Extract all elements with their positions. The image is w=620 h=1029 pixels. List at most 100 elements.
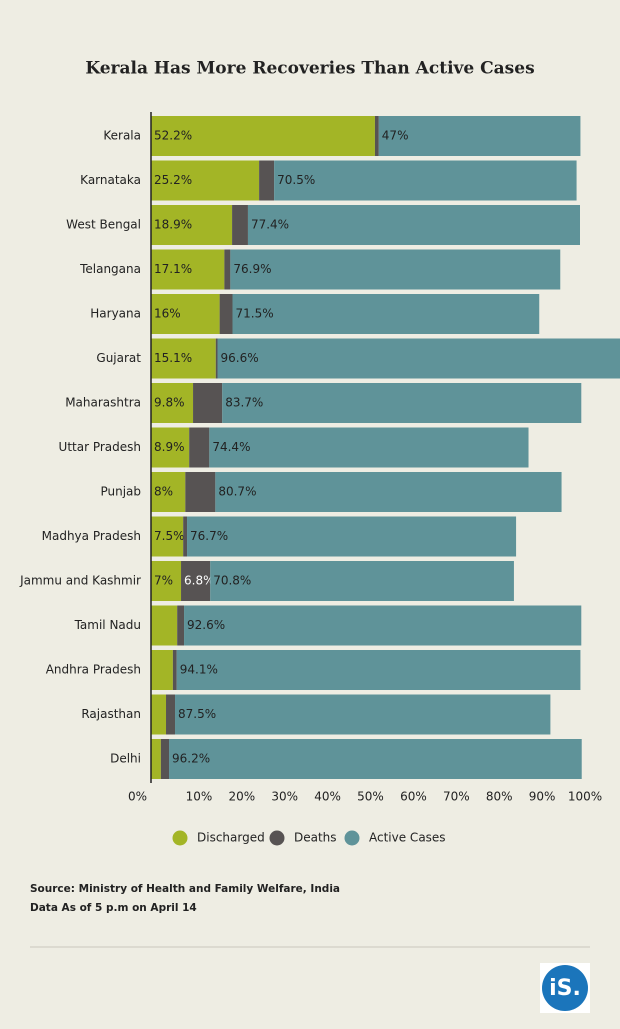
data-label: 70.5%	[277, 173, 315, 187]
y-tick-label: Delhi	[110, 752, 141, 766]
y-tick-label: West Bengal	[66, 218, 141, 232]
data-label: 77.4%	[251, 218, 289, 232]
data-label: 94.1%	[180, 663, 218, 677]
logo-circle	[542, 965, 588, 1011]
legend-label: Active Cases	[369, 831, 446, 845]
bar-segment	[151, 605, 178, 646]
data-label: 83.7%	[225, 396, 263, 410]
y-tick-label: Jammu and Kashmir	[19, 574, 141, 588]
y-tick-label: Punjab	[100, 485, 141, 499]
y-tick-label: Gujarat	[96, 351, 141, 365]
data-label: 76.7%	[190, 529, 228, 543]
bar-segment	[177, 605, 185, 646]
y-tick-label: Tamil Nadu	[74, 618, 141, 632]
bar-segment	[222, 383, 582, 423]
bar-segment	[247, 205, 581, 245]
data-label: 96.6%	[220, 351, 258, 365]
data-label: 9.8%	[154, 396, 185, 410]
data-label: 74.4%	[212, 440, 250, 454]
x-tick-label: 100%	[568, 790, 602, 804]
data-label: 18.9%	[154, 218, 192, 232]
bar-segment	[151, 294, 220, 334]
legend-swatch	[344, 830, 360, 846]
bar-segment	[187, 516, 517, 557]
data-label: 8.9%	[154, 440, 185, 454]
x-tick-label: 90%	[529, 790, 556, 804]
bar-segment	[184, 605, 582, 646]
bar-segment	[151, 561, 182, 601]
bar-segment	[151, 694, 167, 735]
x-tick-label: 30%	[271, 790, 298, 804]
bar-segment	[189, 427, 210, 468]
data-label: 47%	[382, 129, 409, 143]
y-tick-label: Kerala	[103, 129, 141, 143]
bar-segment	[160, 739, 170, 779]
x-tick-label: 70%	[443, 790, 470, 804]
y-tick-label: Uttar Pradesh	[59, 440, 141, 454]
bar-segment	[176, 650, 581, 690]
bar-segment	[151, 739, 161, 779]
y-tick-label: Karnataka	[80, 173, 141, 187]
legend-label: Deaths	[294, 831, 337, 845]
data-label: 8%	[154, 485, 173, 499]
bar-segment	[151, 472, 186, 512]
bar-segment	[209, 427, 529, 468]
data-label: 6.8%	[184, 574, 215, 588]
data-label: 15.1%	[154, 351, 192, 365]
data-label: 25.2%	[154, 173, 192, 187]
y-tick-label: Rajasthan	[81, 707, 141, 721]
data-label: 76.9%	[233, 262, 271, 276]
x-tick-label: 60%	[400, 790, 427, 804]
data-label: 52.2%	[154, 129, 192, 143]
data-label: 80.7%	[218, 485, 256, 499]
bar-segment	[259, 160, 275, 201]
bar-segment	[232, 205, 248, 245]
logo: iS.	[549, 976, 581, 1001]
bar-segment	[215, 338, 218, 379]
bar-segment	[193, 383, 223, 423]
bar-segment	[210, 561, 514, 601]
bar-segment	[151, 338, 216, 379]
bar-segment	[151, 516, 184, 557]
bar-segment	[230, 249, 561, 290]
legend-swatch	[172, 830, 188, 846]
y-tick-label: Madhya Pradesh	[42, 529, 141, 543]
bar-segment	[151, 249, 225, 290]
x-tick-label: 0%	[128, 790, 147, 804]
x-tick-label: 20%	[228, 790, 255, 804]
note: Data As of 5 p.m on April 14	[30, 902, 197, 914]
bar-segment	[151, 205, 233, 245]
bar-segment	[169, 739, 582, 779]
bar-segment	[172, 650, 177, 690]
bar-segment	[181, 561, 211, 601]
x-tick-label: 40%	[314, 790, 341, 804]
data-label: 71.5%	[236, 307, 274, 321]
bar-segment	[217, 338, 620, 379]
bar-segment	[183, 516, 188, 557]
legend-label: Discharged	[197, 831, 265, 845]
x-tick-label: 80%	[486, 790, 513, 804]
bar-segment	[232, 294, 540, 334]
legend-swatch	[269, 830, 285, 846]
x-tick-label: 10%	[186, 790, 213, 804]
bar-segment	[185, 472, 216, 512]
bar-segment	[151, 116, 375, 156]
bar-segment	[224, 249, 231, 290]
bar-segment	[378, 116, 581, 156]
bar-segment	[151, 650, 173, 690]
data-label: 70.8%	[213, 574, 251, 588]
data-label: 87.5%	[178, 707, 216, 721]
y-tick-label: Maharashtra	[65, 396, 141, 410]
bar-segment	[151, 427, 190, 468]
data-label: 17.1%	[154, 262, 192, 276]
bar-segment	[215, 472, 562, 512]
data-label: 96.2%	[172, 752, 210, 766]
data-label: 7%	[154, 574, 173, 588]
data-label: 7.5%	[154, 529, 185, 543]
bar-segment	[151, 160, 260, 201]
y-tick-label: Andhra Pradesh	[46, 663, 141, 677]
bar-segment	[274, 160, 577, 201]
y-tick-label: Telangana	[79, 262, 141, 276]
bar-segment	[166, 694, 176, 735]
